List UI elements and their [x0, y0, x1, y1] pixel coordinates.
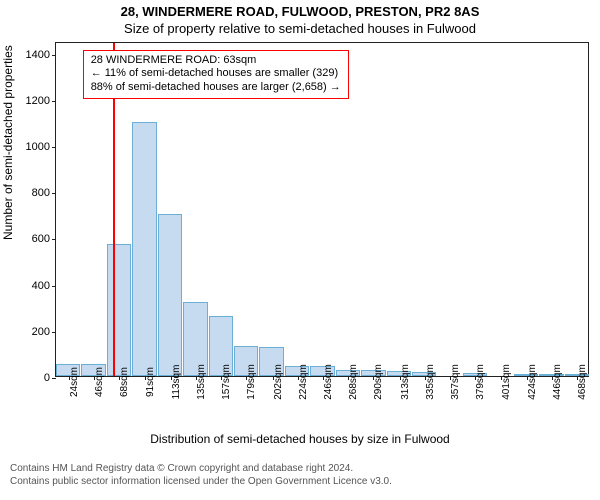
x-tick-label: 379sqm: [475, 364, 486, 400]
x-tick-label: 313sqm: [400, 364, 411, 400]
y-axis-label: Number of semi-detached properties: [1, 45, 15, 240]
x-tick-label: 68sqm: [119, 367, 130, 397]
x-tick-label: 335sqm: [425, 364, 436, 400]
x-tick-label: 290sqm: [373, 364, 384, 400]
y-tick-label: 1400: [26, 49, 50, 61]
legend-line: 88% of semi-detached houses are larger (…: [91, 81, 341, 95]
x-tick-label: 357sqm: [450, 364, 461, 400]
chart-title-address: 28, WINDERMERE ROAD, FULWOOD, PRESTON, P…: [0, 4, 600, 19]
x-tick-label: 268sqm: [348, 364, 359, 400]
x-tick-label: 202sqm: [273, 364, 284, 400]
footer-credits: Contains HM Land Registry data © Crown c…: [10, 462, 392, 488]
x-tick-label: 157sqm: [221, 364, 232, 400]
x-tick-label: 24sqm: [69, 367, 80, 397]
legend-line: ← 11% of semi-detached houses are smalle…: [91, 67, 341, 81]
y-tick-label: 0: [44, 372, 50, 384]
x-tick-label: 113sqm: [171, 365, 182, 400]
x-tick-label: 91sqm: [145, 367, 156, 397]
y-tick-mark: [52, 55, 56, 56]
x-tick-label: 246sqm: [323, 364, 334, 400]
histogram-bar: [132, 122, 156, 376]
x-tick-label: 46sqm: [94, 367, 105, 397]
chart-subtitle: Size of property relative to semi-detach…: [0, 21, 600, 36]
y-tick-mark: [52, 147, 56, 148]
plot-area: 020040060080010001200140024sqm46sqm68sqm…: [55, 42, 589, 377]
x-tick-label: 401sqm: [501, 364, 512, 400]
x-axis-label: Distribution of semi-detached houses by …: [0, 432, 600, 446]
y-tick-mark: [52, 332, 56, 333]
y-tick-label: 400: [32, 280, 50, 292]
x-tick-label: 424sqm: [527, 364, 538, 400]
footer-line-2: Contains public sector information licen…: [10, 475, 392, 488]
y-tick-mark: [52, 239, 56, 240]
footer-line-1: Contains HM Land Registry data © Crown c…: [10, 462, 392, 475]
histogram-bar: [158, 214, 182, 376]
x-tick-label: 135sqm: [196, 364, 207, 400]
y-tick-mark: [52, 378, 56, 379]
histogram-bar: [107, 244, 131, 376]
y-tick-label: 200: [32, 326, 50, 338]
x-tick-label: 224sqm: [298, 364, 309, 400]
y-tick-mark: [52, 286, 56, 287]
y-tick-label: 600: [32, 233, 50, 245]
x-tick-label: 468sqm: [577, 364, 588, 400]
y-tick-label: 1000: [26, 141, 50, 153]
y-tick-mark: [52, 193, 56, 194]
legend-line: 28 WINDERMERE ROAD: 63sqm: [91, 54, 341, 68]
x-tick-label: 179sqm: [246, 364, 257, 400]
y-tick-mark: [52, 101, 56, 102]
y-tick-label: 1200: [26, 95, 50, 107]
legend-box: 28 WINDERMERE ROAD: 63sqm← 11% of semi-d…: [83, 50, 349, 99]
y-tick-label: 800: [32, 187, 50, 199]
x-tick-label: 446sqm: [552, 364, 563, 400]
